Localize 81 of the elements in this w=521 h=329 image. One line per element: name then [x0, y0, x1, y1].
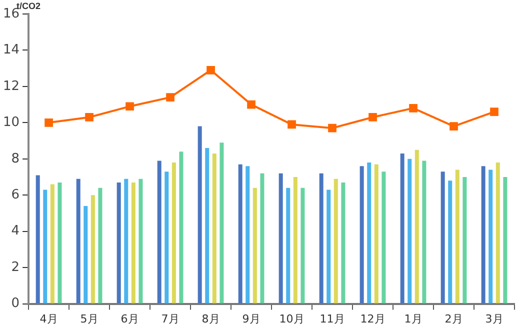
x-tick-label: 10月	[279, 312, 304, 326]
bar	[172, 162, 176, 304]
point	[288, 120, 296, 129]
point	[166, 93, 174, 102]
bar	[382, 172, 386, 304]
bar	[220, 142, 224, 304]
bar	[374, 164, 378, 304]
bar	[414, 150, 419, 304]
x-tick-label: 1月	[404, 312, 422, 326]
bar	[138, 178, 143, 304]
bar	[462, 177, 467, 304]
x-tick-label: 12月	[360, 312, 386, 326]
bar	[246, 166, 250, 304]
x-tick-label: 9月	[242, 312, 260, 326]
bar	[76, 178, 80, 304]
bar	[503, 177, 508, 304]
x-tick-label: 6月	[120, 312, 139, 326]
bar	[98, 188, 102, 304]
y-tick-label: 4	[11, 224, 20, 239]
point	[490, 108, 498, 116]
bar	[260, 173, 264, 304]
bar	[293, 177, 298, 304]
bar	[43, 190, 48, 304]
point	[328, 124, 336, 132]
bar	[334, 178, 338, 304]
point	[247, 100, 256, 109]
bar	[300, 188, 305, 304]
y-axis-title: t/CO2	[16, 0, 41, 11]
y-tick-label: 6	[11, 188, 20, 202]
bar	[212, 153, 216, 304]
bar	[179, 152, 184, 304]
bar	[198, 126, 202, 304]
bar	[36, 175, 40, 304]
bar	[448, 180, 452, 304]
bar	[408, 158, 412, 304]
point	[85, 113, 94, 122]
bar	[50, 184, 54, 304]
point	[44, 118, 53, 127]
x-tick-label: 11月	[320, 312, 345, 326]
bar	[58, 182, 62, 304]
bar	[252, 188, 257, 304]
bar	[360, 166, 364, 304]
bar	[481, 166, 486, 304]
bar	[116, 182, 121, 304]
y-tick-label: 12	[2, 78, 20, 94]
bar	[440, 172, 445, 304]
bar	[488, 170, 493, 304]
bar	[157, 160, 162, 304]
x-tick-label: 8月	[202, 312, 220, 326]
point	[450, 122, 458, 130]
point	[409, 104, 418, 112]
bar	[238, 164, 242, 304]
bar	[341, 182, 346, 304]
y-tick-label: 0	[11, 296, 20, 312]
x-tick-label: 5月	[80, 312, 98, 326]
x-tick-label: 4月	[40, 312, 58, 326]
bar	[286, 188, 290, 304]
bar	[455, 170, 460, 304]
point	[126, 102, 134, 111]
bar	[84, 206, 88, 304]
bar	[124, 178, 128, 304]
bar	[205, 148, 210, 304]
bar	[131, 182, 136, 304]
point	[368, 113, 377, 122]
point	[206, 66, 215, 74]
bar	[319, 173, 324, 304]
y-tick-label: 8	[11, 151, 20, 166]
bar	[400, 153, 404, 304]
y-tick-label: 2	[11, 260, 20, 275]
x-tick-label: 3月	[485, 312, 504, 326]
bar	[326, 190, 331, 304]
x-tick-label: 7月	[161, 312, 180, 326]
bar	[422, 160, 426, 304]
x-tick-label: 2月	[444, 312, 463, 326]
bar	[367, 162, 372, 304]
y-tick-label: 10	[2, 115, 20, 130]
bar	[278, 173, 283, 304]
bar	[164, 172, 169, 304]
bar	[90, 195, 95, 304]
y-tick-label: 14	[2, 42, 20, 58]
bar	[496, 162, 500, 304]
